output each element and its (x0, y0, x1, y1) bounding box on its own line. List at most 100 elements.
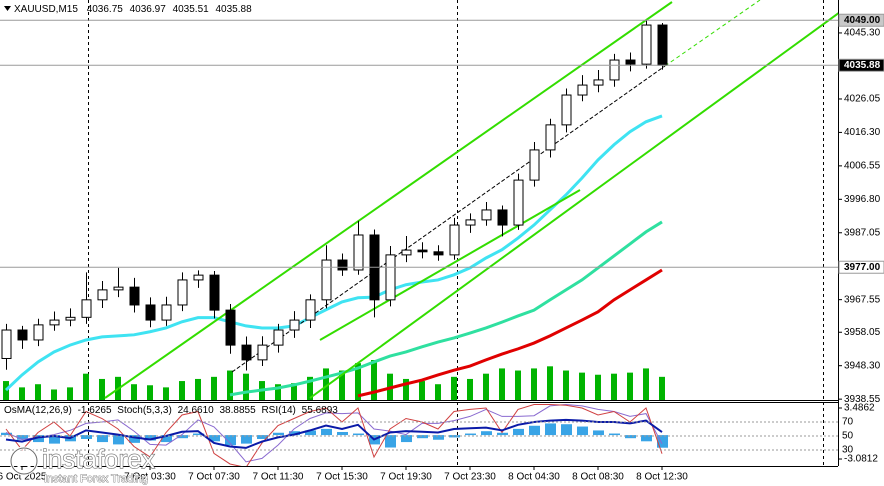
osma-bar (257, 435, 268, 439)
candle-body (305, 299, 316, 321)
y-tick-label: 3958.05 (844, 327, 881, 338)
candle-body (449, 224, 460, 256)
ohlc-value: 4035.88 (216, 4, 253, 15)
y-tick-label: 3987.05 (844, 227, 881, 238)
candle-body (577, 84, 588, 96)
candle-body (257, 344, 268, 361)
price-label-box (838, 260, 884, 274)
volume-bar (3, 381, 9, 400)
channel-line (319, 189, 581, 341)
x-tick-label: 7 Oct 19:30 (380, 472, 432, 483)
x-tick-label: 7 Oct 07:30 (188, 472, 240, 483)
candle-body (225, 309, 236, 346)
x-tick-label: 7 Oct 23:30 (444, 472, 496, 483)
volume-bar (131, 384, 137, 400)
candle-body (193, 274, 204, 281)
volume-bar (595, 374, 601, 400)
indicator-name: Stoch(5,3,3) (117, 405, 171, 416)
y-tick-label: 3.4862 (844, 403, 875, 414)
candle-body (113, 286, 124, 291)
x-tick-label: 8 Oct 08:30 (572, 472, 624, 483)
osma-bar (145, 435, 156, 441)
indicator-value: -1.6265 (78, 405, 112, 416)
volume-bar (547, 366, 553, 400)
price-label-box (838, 58, 884, 72)
y-tick-label: 3967.55 (844, 294, 881, 305)
candle-body (657, 24, 668, 66)
y2-tick-label: 30 (842, 445, 854, 456)
y-tick-label: 3948.30 (844, 360, 881, 371)
volume-bar (163, 387, 169, 400)
symbol: XAUUSD,M15 (14, 4, 78, 15)
channel-line (104, 1, 673, 399)
indicator-name: OsMA(12,26,9) (4, 405, 72, 416)
menu-triangle[interactable] (4, 6, 11, 11)
candle-body (1, 329, 12, 359)
indicator-value: 24.6610 (178, 405, 215, 416)
osma-bar (209, 435, 220, 442)
x-tick-label: 7 Oct 15:30 (316, 472, 368, 483)
candle-body (33, 324, 44, 341)
candle-body (65, 316, 76, 321)
osma-bar (641, 435, 652, 442)
volume-bar (355, 363, 361, 400)
channel-line (309, 12, 838, 399)
volume-bar (403, 378, 409, 400)
osma-bar (289, 431, 300, 436)
candle-body (561, 94, 572, 126)
signal-line (5, 404, 663, 463)
price-label: 3977.00 (844, 262, 881, 273)
indicator-value: 55.6893 (302, 405, 339, 416)
volume-bar (195, 378, 201, 400)
volume-bar (51, 389, 57, 400)
indicator-line (5, 418, 663, 449)
y2-tick-label: 70 (842, 417, 854, 428)
osma-bar (593, 430, 604, 436)
osma-bar (401, 435, 412, 443)
osma-bar (321, 428, 332, 436)
osma-bar (225, 435, 236, 446)
volume-bar (323, 368, 329, 400)
candle-body (641, 24, 652, 65)
volume-bar (83, 373, 89, 400)
osma-bar (529, 425, 540, 436)
candle-body (609, 59, 620, 81)
candle-body (97, 289, 108, 301)
osma-bar (449, 435, 460, 438)
volume-bar (275, 384, 281, 400)
x-tick-label: 7 Oct 11:30 (253, 472, 304, 483)
volume-bar (643, 368, 649, 400)
osma-bar (177, 435, 188, 439)
osma-bar (337, 431, 348, 436)
candle-body (513, 179, 524, 226)
y-tick-label: 3938.55 (844, 394, 881, 405)
osma-bar (433, 435, 444, 440)
x-tick-label: 8 Oct 12:30 (636, 472, 688, 483)
chart-header: XAUUSD,M15 4036.75 4036.97 4035.51 4035.… (14, 4, 252, 15)
osma-bar (1, 432, 12, 436)
candle-body (177, 279, 188, 306)
osma-bar (129, 435, 140, 443)
osma-bar (97, 435, 108, 443)
volume-bar (19, 387, 25, 400)
y-tick-label: -3.0812 (844, 454, 878, 465)
indicator-header: OsMA(12,26,9) -1.6265 Stoch(5,3,3) 24.66… (4, 405, 338, 416)
indicator-line (5, 404, 663, 466)
osma-bar (609, 433, 620, 436)
osma-bar (161, 435, 172, 443)
volume-bar (563, 370, 569, 400)
volume-bar (291, 383, 297, 400)
osma-bar (625, 435, 636, 439)
candle-body (481, 209, 492, 221)
candle-body (289, 319, 300, 331)
volume-bar (435, 384, 441, 400)
volume-bar (483, 373, 489, 400)
volume-bar (67, 387, 73, 400)
moving-average (4, 114, 663, 392)
price-panel (3, 114, 665, 400)
candle-body (625, 59, 636, 65)
volume-bar (147, 385, 153, 400)
osma-bar (545, 423, 556, 436)
indicator-value: 38.8855 (220, 405, 257, 416)
